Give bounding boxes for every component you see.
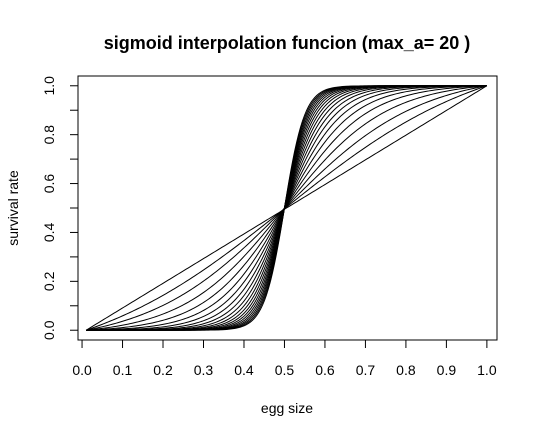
x-tick-label: 0.9 [437, 362, 457, 378]
x-tick-label: 0.1 [113, 362, 133, 378]
sigmoid-curve-a-20 [86, 85, 487, 331]
x-tick-label: 0.8 [396, 362, 416, 378]
x-tick-label: 0.2 [153, 362, 173, 378]
y-axis: 0.0 0.2 0.4 0.6 0.8 1.0 [41, 76, 79, 340]
plot-frame [77, 75, 498, 341]
x-axis-label: egg size [261, 400, 313, 416]
curve-group [85, 85, 488, 331]
y-tick-label: 0.8 [41, 125, 57, 145]
y-axis-label: survival rate [5, 170, 21, 246]
sigmoid-curve-a-2 [85, 85, 488, 331]
y-tick-label: 0.4 [41, 223, 57, 243]
y-tick-label: 0.2 [41, 271, 57, 291]
x-tick-label: 0.3 [194, 362, 214, 378]
y-tick-label: 0.0 [41, 320, 57, 340]
chart-title: sigmoid interpolation funcion (max_a= 20… [104, 33, 471, 53]
x-tick-label: 0.0 [72, 362, 92, 378]
x-tick-label: 0.7 [356, 362, 376, 378]
y-tick-label: 1.0 [41, 76, 57, 96]
x-tick-label: 0.6 [315, 362, 335, 378]
x-tick-label: 0.4 [234, 362, 254, 378]
y-tick-label: 0.6 [41, 174, 57, 194]
x-axis: 0.0 0.1 0.2 0.3 0.4 0.5 0.6 0.7 0.8 0.9 1.0 [72, 339, 497, 378]
sigmoid-curve-a-1 [85, 85, 488, 331]
x-tick-label: 0.5 [275, 362, 295, 378]
x-tick-label: 1.0 [477, 362, 497, 378]
